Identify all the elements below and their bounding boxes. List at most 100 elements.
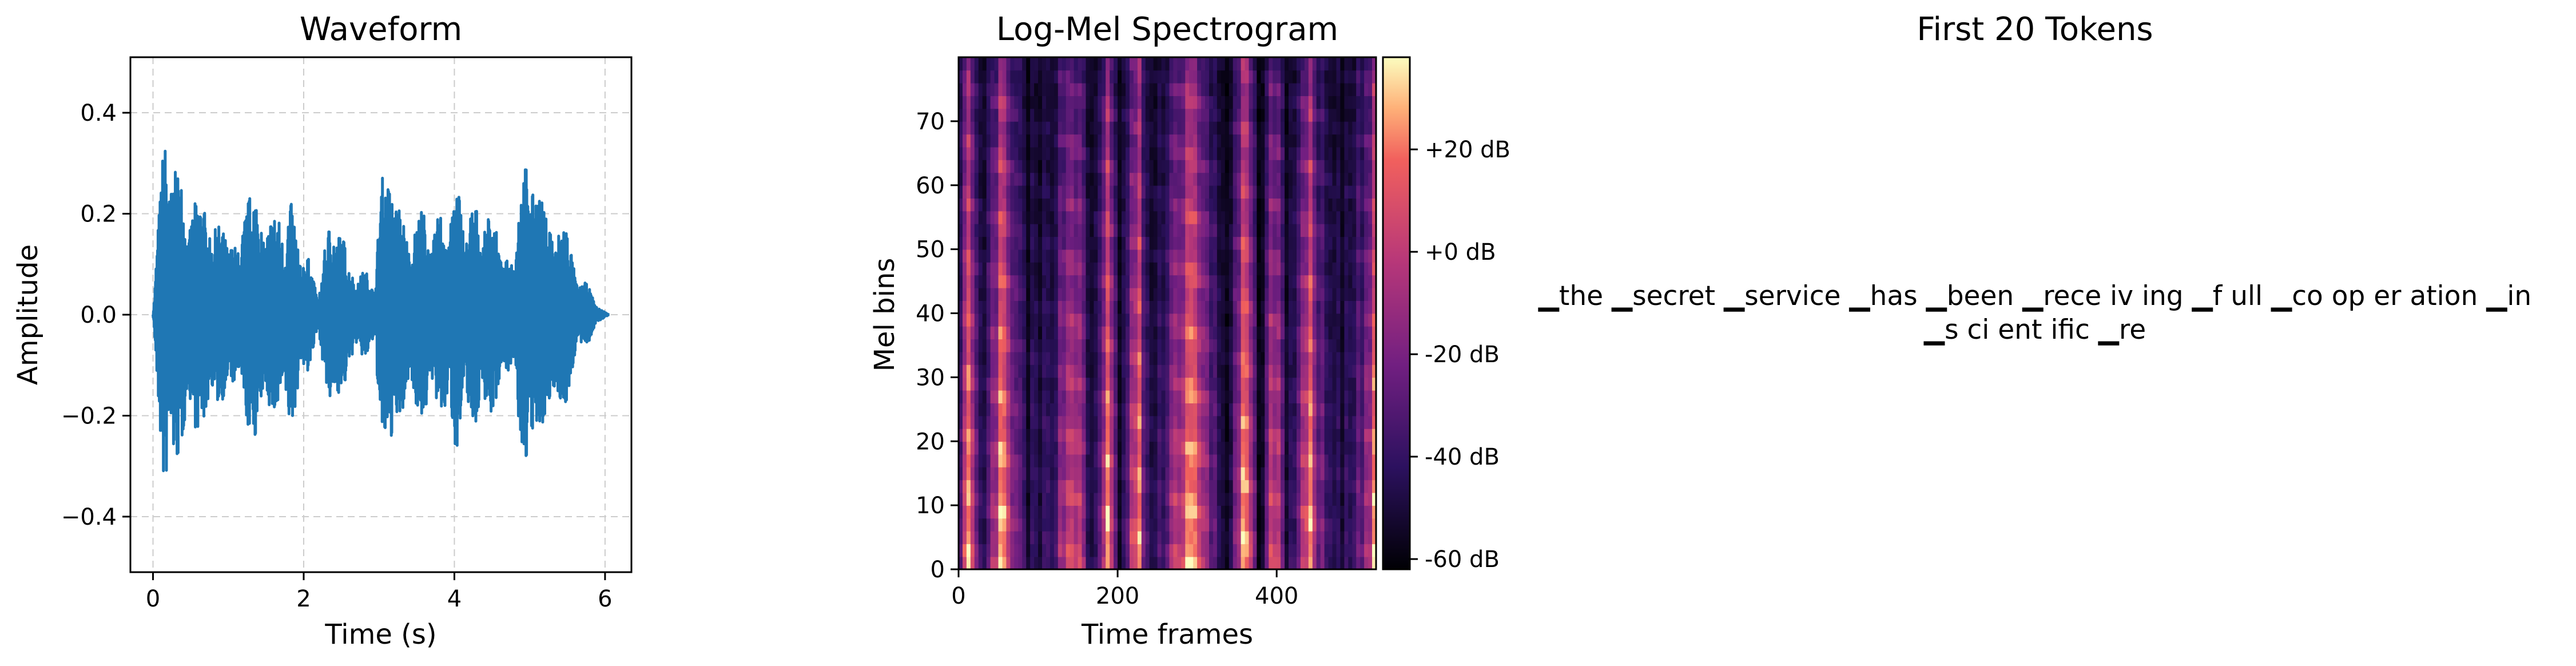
spectrogram-cell	[1209, 96, 1214, 109]
spectrogram-cell	[1217, 70, 1222, 84]
spectrogram-cell	[1217, 275, 1222, 288]
spectrogram-cell	[1217, 492, 1222, 506]
spectrogram-cell	[1106, 556, 1110, 569]
spectrogram-cell	[1360, 518, 1365, 532]
spectrogram-cell	[970, 428, 975, 442]
spectrogram-cell	[1225, 339, 1230, 352]
spectrogram-cell	[982, 108, 987, 122]
spectrogram-cell	[1046, 223, 1051, 237]
spectrogram-cell	[1249, 160, 1254, 173]
spectrogram-cell	[1205, 198, 1210, 212]
spectrogram-cell	[1368, 530, 1373, 545]
spectrogram-cell	[1269, 57, 1274, 71]
spectrogram-cell	[1372, 198, 1376, 212]
spectrogram-cell	[1233, 70, 1238, 84]
spectrogram-cell	[1002, 428, 1007, 442]
spectrogram-cell	[1249, 262, 1254, 276]
spectrogram-cell	[1293, 223, 1297, 237]
spectrogram-cell	[1022, 146, 1027, 160]
spectrogram-cell	[1308, 185, 1313, 199]
spectrogram-cell	[1022, 249, 1027, 263]
spectrogram-cell	[1070, 544, 1075, 557]
spectrogram-cell	[1066, 300, 1071, 314]
spectrogram-cell	[986, 300, 991, 314]
spectrogram-cell	[994, 530, 999, 545]
spectrogram-cell	[1233, 82, 1238, 96]
spectrogram-cell	[1320, 403, 1325, 417]
spectrogram-cell	[994, 96, 999, 109]
spectrogram-cell	[1181, 390, 1186, 403]
spectrogram-cell	[990, 96, 995, 109]
spectrogram-cell	[1245, 160, 1250, 173]
spectrogram-cell	[1297, 211, 1301, 224]
spectrogram-cell	[1010, 390, 1015, 403]
spectrogram-cell	[1197, 339, 1202, 352]
spectrogram-cell	[1066, 428, 1071, 442]
spectrogram-cell	[1368, 454, 1373, 467]
spectrogram-cell	[1320, 518, 1325, 532]
spectrogram-cell	[1277, 556, 1281, 569]
spectrogram-cell	[1300, 134, 1305, 148]
spectrogram-cell	[1225, 198, 1230, 212]
spectrogram-cell	[1102, 377, 1107, 391]
spectrogram-cell	[986, 134, 991, 148]
spectrogram-cell	[959, 326, 963, 340]
spectrogram-cell	[1161, 492, 1166, 506]
spectrogram-cell	[1050, 146, 1055, 160]
spectrogram-cell	[1364, 108, 1369, 122]
spectrogram-cell	[974, 313, 979, 327]
spectrogram-cell	[1145, 454, 1150, 467]
spectrogram-cell	[1201, 428, 1206, 442]
spectrogram-cell	[1348, 467, 1353, 481]
spectrogram-cell	[1181, 275, 1186, 288]
spectrogram-cell	[1050, 236, 1055, 250]
spectrogram-cell	[1054, 364, 1059, 378]
spectrogram-cell	[966, 505, 971, 519]
spectrogram-cell	[1018, 108, 1023, 122]
spectrogram-cell	[1364, 326, 1369, 340]
spectrogram-cell	[1189, 96, 1194, 109]
spectrogram-cell	[1110, 287, 1114, 301]
spectrogram-cell	[970, 134, 975, 148]
spectrogram-cell	[1281, 364, 1285, 378]
spectrogram-cell	[974, 134, 979, 148]
spectrogram-cell	[1308, 198, 1313, 212]
spectrogram-cell	[1237, 160, 1242, 173]
spectrogram-cell	[1078, 377, 1083, 391]
spectrogram-cell	[1189, 70, 1194, 84]
spectrogram-cell	[1169, 57, 1174, 71]
spectrogram-cell	[1201, 82, 1206, 96]
spectrogram-cell	[959, 236, 963, 250]
spectrogram-cell	[1229, 134, 1234, 148]
spectrogram-cell	[1082, 146, 1087, 160]
spectrogram-cell	[1026, 428, 1031, 442]
spectrogram-cell	[990, 428, 995, 442]
spectrogram-cell	[1340, 146, 1345, 160]
spectrogram-cell	[1233, 415, 1238, 429]
spectrogram-cell	[1364, 121, 1369, 135]
spectrogram-cell	[1209, 185, 1214, 199]
spectrogram-cell	[1173, 339, 1178, 352]
spectrogram-cell	[1265, 467, 1270, 481]
spectrogram-cell	[1054, 326, 1059, 340]
spectrogram-cell	[1297, 518, 1301, 532]
spectrogram-cell	[970, 249, 975, 263]
spectrogram-cell	[1169, 326, 1174, 340]
spectrogram-cell	[1153, 505, 1158, 519]
spectrogram-cell	[1173, 57, 1178, 71]
spectrogram-cell	[1145, 262, 1150, 276]
spectrogram-cell	[963, 518, 967, 532]
spectrogram-cell	[1149, 198, 1154, 212]
spectrogram-cell	[1002, 518, 1007, 532]
spectrogram-cell	[1026, 415, 1031, 429]
spectrogram-cell	[959, 492, 963, 506]
spectrogram-cell	[1054, 287, 1059, 301]
spectrogram-cell	[1130, 326, 1134, 340]
spectrogram-cell	[1078, 492, 1083, 506]
spectrogram-cell	[1308, 351, 1313, 365]
spectrogram-cell	[1070, 96, 1075, 109]
spectrogram-cell	[1229, 479, 1234, 493]
spectrogram-cell	[1169, 415, 1174, 429]
spectrogram-cell	[1118, 198, 1122, 212]
spectrogram-cell	[1340, 211, 1345, 224]
